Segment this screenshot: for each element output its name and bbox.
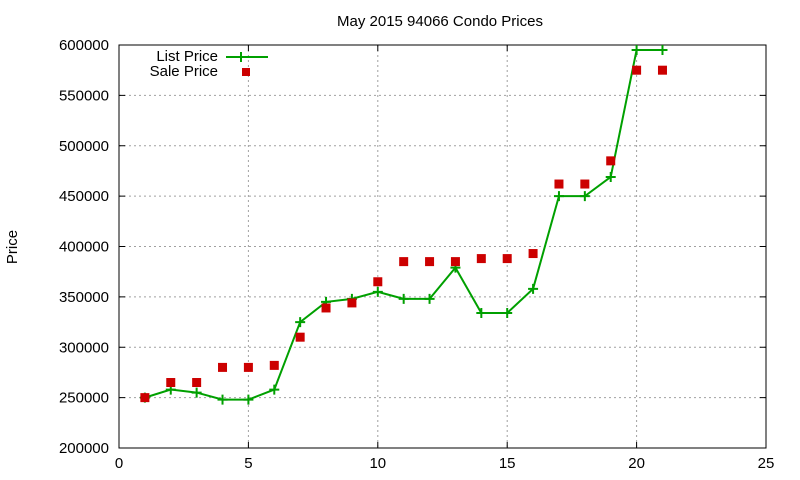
list-price-marker bbox=[631, 45, 642, 56]
y-tick-label: 500000 bbox=[59, 138, 109, 155]
sale-price-marker bbox=[580, 179, 590, 189]
legend-label-list-price: List Price bbox=[156, 48, 218, 65]
sale-price-marker bbox=[269, 360, 279, 370]
list-price-marker bbox=[269, 384, 280, 395]
x-tick-label: 20 bbox=[628, 455, 645, 472]
plot-border bbox=[118, 44, 767, 449]
legend-marker-list-price bbox=[236, 52, 246, 62]
x-tick-label: 15 bbox=[499, 455, 516, 472]
sale-price-marker bbox=[657, 65, 667, 75]
y-tick-label: 550000 bbox=[59, 87, 109, 104]
x-tick-label: 5 bbox=[244, 455, 252, 472]
list-price-marker bbox=[579, 191, 590, 202]
list-price-marker bbox=[528, 283, 539, 294]
x-tick-label: 25 bbox=[758, 455, 775, 472]
sale-price-marker bbox=[243, 362, 253, 372]
list-price-marker bbox=[553, 191, 564, 202]
list-price-marker bbox=[502, 307, 513, 318]
list-price-marker bbox=[398, 293, 409, 304]
list-price-marker bbox=[217, 394, 228, 405]
y-tick-label: 200000 bbox=[59, 440, 109, 457]
y-tick-label: 300000 bbox=[59, 339, 109, 356]
legend-marker-sale-price bbox=[242, 68, 250, 76]
list-price-marker bbox=[295, 317, 306, 328]
sale-price-marker bbox=[166, 378, 176, 388]
sale-price-marker bbox=[140, 393, 150, 403]
y-tick-label: 600000 bbox=[59, 37, 109, 54]
sale-price-marker bbox=[554, 179, 564, 189]
y-axis-label: Price bbox=[4, 230, 21, 264]
sale-price-marker bbox=[425, 257, 435, 267]
sale-price-marker bbox=[321, 303, 331, 313]
sale-price-marker bbox=[295, 332, 305, 342]
y-tick-label: 350000 bbox=[59, 289, 109, 306]
y-tick-label: 250000 bbox=[59, 390, 109, 407]
sale-price-marker bbox=[218, 362, 228, 372]
sale-price-marker bbox=[632, 65, 642, 75]
list-price-marker bbox=[476, 307, 487, 318]
list-price-marker bbox=[424, 293, 435, 304]
sale-price-marker bbox=[502, 254, 512, 264]
sale-price-marker bbox=[399, 257, 409, 267]
sale-price-marker bbox=[192, 378, 202, 388]
chart-title: May 2015 94066 Condo Prices bbox=[337, 13, 543, 30]
sale-price-marker bbox=[528, 249, 538, 259]
sale-price-marker bbox=[450, 257, 460, 267]
sale-price-marker bbox=[347, 298, 357, 308]
x-tick-label: 10 bbox=[369, 455, 386, 472]
sale-price-marker bbox=[373, 277, 383, 287]
list-price-marker bbox=[372, 286, 383, 297]
list-price-marker bbox=[605, 171, 616, 182]
sale-price-marker bbox=[606, 156, 616, 166]
y-tick-label: 400000 bbox=[59, 239, 109, 256]
list-price-marker bbox=[191, 387, 202, 398]
legend-label-sale-price: Sale Price bbox=[150, 63, 218, 80]
x-tick-label: 0 bbox=[115, 455, 123, 472]
y-tick-label: 450000 bbox=[59, 188, 109, 205]
sale-price-marker bbox=[476, 254, 486, 264]
list-price-marker bbox=[243, 394, 254, 405]
list-price-marker bbox=[657, 45, 668, 56]
